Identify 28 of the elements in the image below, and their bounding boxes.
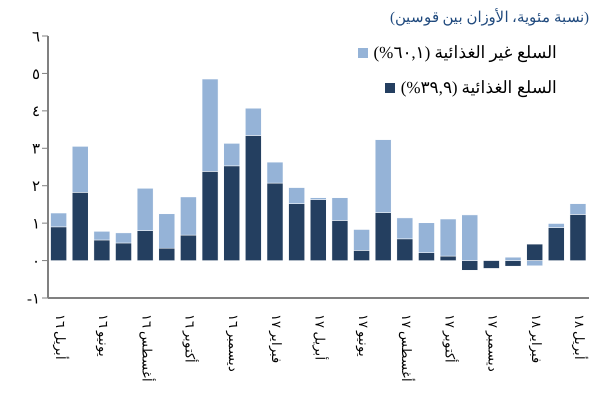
y-tick-label: ٤ [32, 104, 40, 120]
x-tick-label: أكتوبر ١٧ [441, 314, 458, 364]
y-tick-label: -١ [27, 291, 40, 308]
x-tick-label: أغسطس ١٦ [138, 314, 156, 382]
x-tick-label: أبريل ١٨ [571, 314, 588, 360]
x-tick-label: أبريل ١٦ [52, 314, 69, 360]
x-tick-label: يونيو ١٧ [354, 314, 371, 358]
bar [483, 260, 500, 269]
x-tick-label: أغسطس ١٧ [398, 314, 416, 382]
x-tick-label: أبريل ١٧ [312, 314, 329, 360]
y-tick-label: ٥ [32, 66, 40, 83]
x-tick-label: فبراير ١٨ [528, 314, 544, 364]
y-tick-label: ٦ [32, 29, 40, 46]
x-tick-label: يونيو ١٦ [95, 314, 112, 358]
x-tick-label: ديسمبر ١٦ [224, 314, 241, 372]
y-tick-label: ٢ [32, 179, 40, 196]
bar [548, 227, 565, 261]
x-tick-label: أكتوبر ١٦ [182, 314, 199, 364]
y-tick-label: ١ [32, 216, 40, 232]
y-tick-label: ٣ [32, 142, 40, 158]
legend-label: السلع غير الغذائية (٦٠,١%) [374, 42, 557, 63]
x-tick-label: فبراير ١٧ [268, 314, 284, 364]
x-tick-label: ديسمبر ١٧ [484, 314, 501, 372]
chart-title: (نسبة مئوية، الأوزان بين قوسين) [389, 8, 590, 26]
legend-label: السلع الغذائية (٣٩,٩%) [400, 77, 557, 98]
bar [504, 260, 522, 266]
y-tick-label: ٠ [32, 254, 40, 270]
bar [310, 199, 327, 261]
